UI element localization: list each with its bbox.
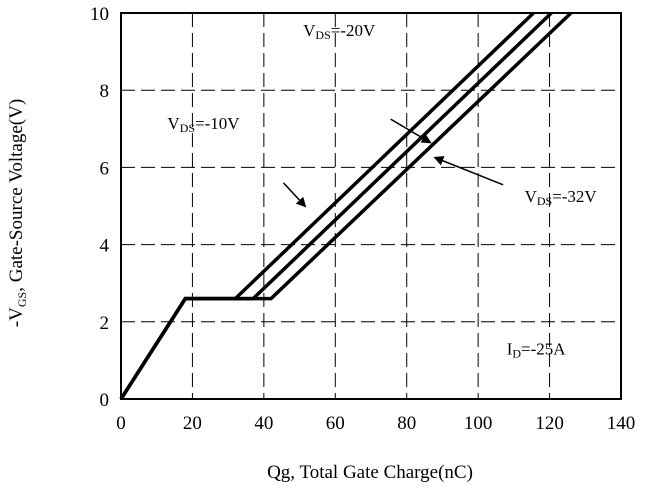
arrow-vds10 bbox=[282, 182, 307, 208]
x-tick-label: 120 bbox=[535, 413, 564, 434]
series-line-3 bbox=[119, 11, 573, 400]
annotation-id25: ID=-25A bbox=[507, 340, 567, 361]
annotation-vds32: VDS=-32V bbox=[525, 187, 598, 208]
x-tick-label: 0 bbox=[116, 413, 126, 434]
series-line-2 bbox=[119, 11, 553, 400]
y-axis-label: -VGS, Gate-Source Voltage(V) bbox=[6, 99, 29, 327]
grid-lines bbox=[121, 13, 621, 399]
tick-labels: 0 20 40 60 80 100 120 140 0 2 4 6 8 10 bbox=[90, 4, 635, 434]
y-tick-label: 4 bbox=[100, 236, 110, 257]
annotations: VDS=-10V VDS=-20V VDS=-32V ID=-25A bbox=[167, 21, 597, 360]
y-tick-label: 8 bbox=[100, 81, 110, 102]
plot-frame bbox=[120, 12, 622, 400]
y-axis-label-subscript: GS bbox=[15, 292, 29, 307]
x-tick-label: 40 bbox=[254, 413, 273, 434]
series-line-1 bbox=[119, 11, 535, 400]
arrow-vds20 bbox=[390, 118, 432, 144]
y-tick-label: 6 bbox=[100, 158, 110, 179]
x-tick-label: 140 bbox=[607, 413, 636, 434]
y-tick-label: 2 bbox=[100, 313, 110, 334]
y-tick-label: 0 bbox=[100, 390, 110, 411]
y-axis-label-suffix: , Gate-Source Voltage(V) bbox=[6, 99, 27, 292]
annotation-arrows bbox=[282, 118, 504, 208]
y-axis-label-prefix: -V bbox=[6, 307, 27, 327]
x-tick-label: 100 bbox=[464, 413, 493, 434]
x-tick-label: 80 bbox=[397, 413, 416, 434]
y-tick-label: 10 bbox=[90, 4, 109, 25]
x-axis-label: Qg, Total Gate Charge(nC) bbox=[267, 462, 473, 483]
annotation-vds20: VDS=-20V bbox=[303, 21, 376, 42]
annotation-vds10: VDS=-10V bbox=[167, 114, 240, 135]
series-lines bbox=[119, 11, 573, 400]
arrow-vds32 bbox=[433, 156, 504, 186]
x-tick-label: 60 bbox=[326, 413, 345, 434]
x-tick-label: 20 bbox=[183, 413, 202, 434]
